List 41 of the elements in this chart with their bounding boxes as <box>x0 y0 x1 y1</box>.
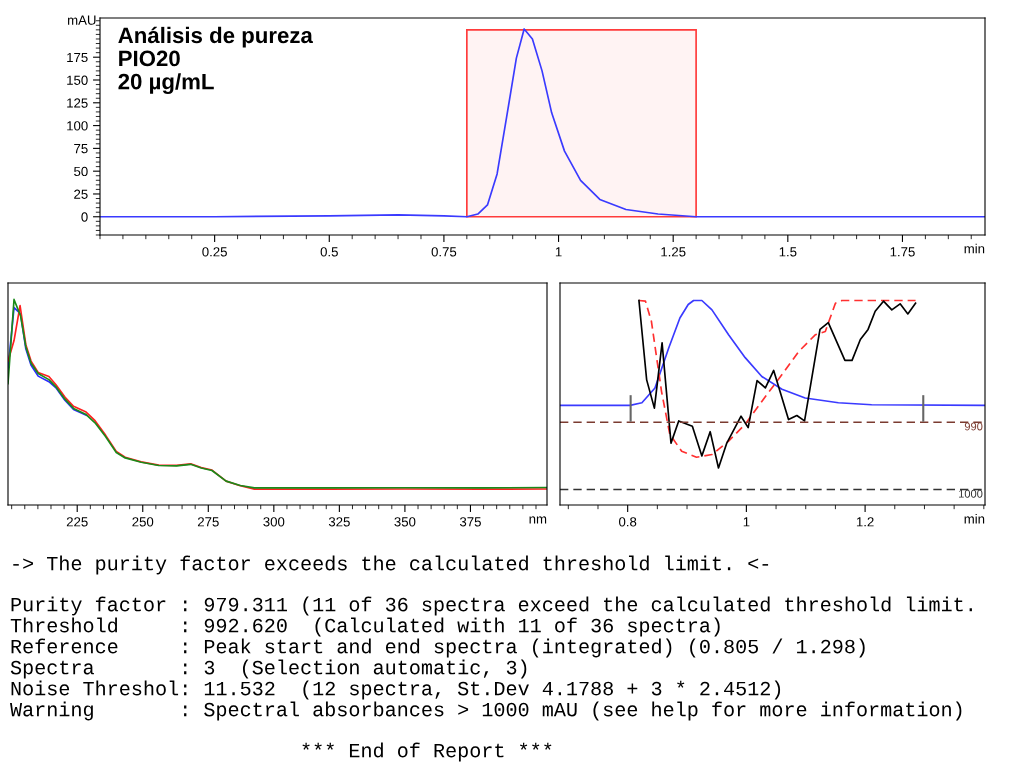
x-tick-label: 1.5 <box>779 247 797 257</box>
text: -> The purity factor exceeds the calculated threshold limit. <- <box>13 555 769 575</box>
x-tick-label: 225 <box>66 517 88 527</box>
text: Spectra : 3 (Selection automatic, 3) <box>10 659 527 679</box>
x-axis-title: min <box>964 513 985 524</box>
y-tick-label: 100 <box>67 121 88 131</box>
text: Noise Threshol: 11.532 (12 spectra, St.Dev 4.1788 + 3 * 2.4512) <box>11 680 781 700</box>
ref-line-label: 1000 <box>959 489 983 498</box>
text: Purity factor : 979.311 (11 of 36 spectra exceed the calculated threshold limit. <box>11 596 972 616</box>
x-tick-label: 275 <box>197 517 219 527</box>
text: Warning : Spectral absorbances > 1000 mAU (see help for more information) <box>10 701 962 721</box>
y-tick-label: 125 <box>67 98 88 108</box>
x-tick-label: 325 <box>328 517 350 527</box>
x-tick-label: 375 <box>459 517 481 527</box>
x-tick-label: 0.25 <box>202 247 227 257</box>
x-tick-label: 0.8 <box>619 517 637 527</box>
text: Análisis de pureza PIO20 20 µg/mL <box>118 26 313 94</box>
text: *** End of Report *** <box>302 742 552 762</box>
x-tick-label: 0.5 <box>320 247 338 257</box>
y-tick-label: 175 <box>67 52 88 63</box>
x-tick-label: 0.75 <box>431 247 457 257</box>
y-tick-label: 50 <box>74 166 88 177</box>
line-series <box>100 28 985 218</box>
x-axis-title: min <box>964 243 985 254</box>
text: Threshold : 992.620 (Calculated with 11 of 36 spectra) <box>10 617 720 637</box>
x-tick-label: 300 <box>263 517 285 527</box>
ref-line-label: 990 <box>964 422 983 431</box>
x-tick-label: 250 <box>132 517 154 527</box>
x-axis-title: nm <box>529 516 547 524</box>
y-tick-label: 0 <box>81 212 88 222</box>
x-tick-label: 1 <box>743 517 750 527</box>
y-tick-label: 150 <box>67 75 88 85</box>
x-tick-label: 1.25 <box>661 247 686 257</box>
x-tick-label: 1 <box>555 247 562 257</box>
x-tick-label: 1.75 <box>890 247 915 257</box>
y-axis-title: mAU <box>68 15 96 25</box>
text: Reference : Peak start and end spectra (integrated) (0.805 / 1.298) <box>11 638 865 658</box>
x-tick-label: 350 <box>394 517 416 527</box>
x-tick-label: 1.2 <box>856 517 874 527</box>
y-tick-label: 25 <box>74 189 88 199</box>
y-tick-label: 75 <box>74 144 88 154</box>
